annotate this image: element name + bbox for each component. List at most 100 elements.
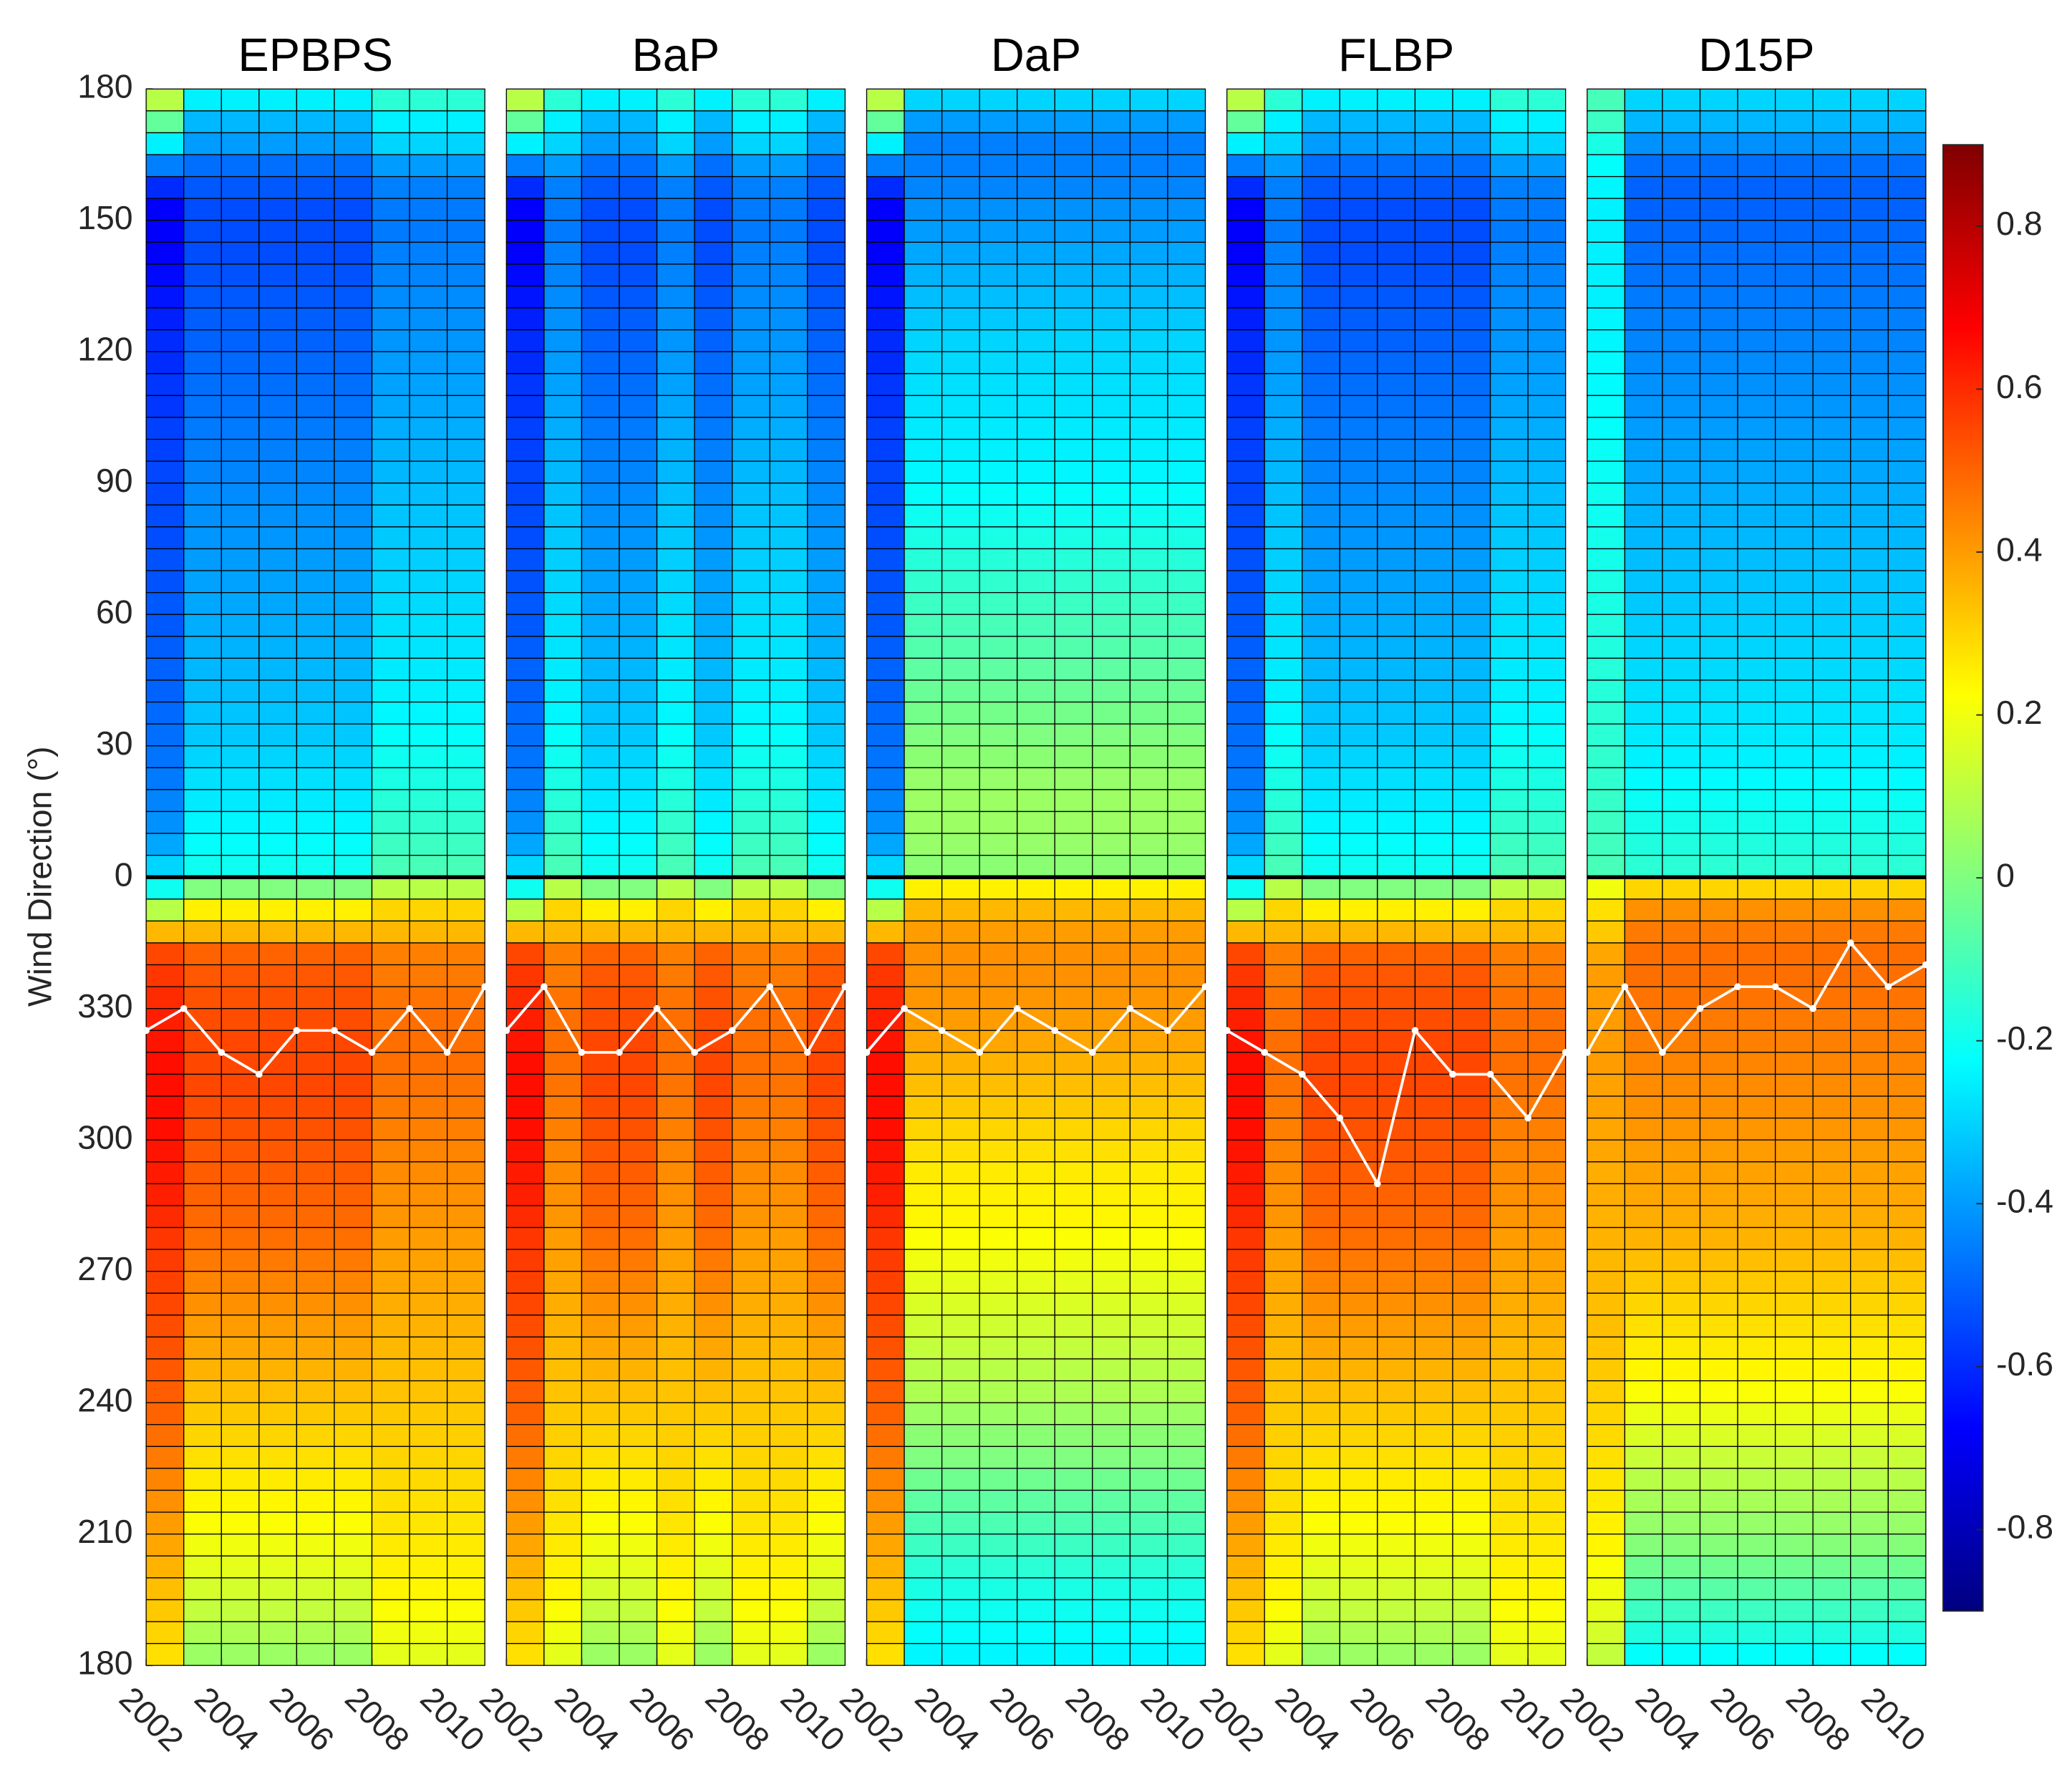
heat-cell bbox=[1624, 1468, 1663, 1491]
heat-cell bbox=[1339, 504, 1378, 528]
heat-cell bbox=[1489, 1205, 1529, 1229]
heat-cell bbox=[732, 1468, 770, 1491]
heat-cell bbox=[694, 351, 733, 374]
heat-cell bbox=[1054, 394, 1093, 418]
heat-cell bbox=[221, 1271, 260, 1294]
heat-cell bbox=[1887, 810, 1927, 834]
heat-cell bbox=[866, 920, 905, 944]
heat-cell bbox=[1377, 876, 1416, 900]
heat-cell bbox=[619, 964, 658, 987]
heat-cell bbox=[183, 175, 222, 199]
direction-point bbox=[1562, 1049, 1569, 1056]
heat-cell bbox=[1129, 1336, 1168, 1360]
heat-cell bbox=[694, 548, 733, 571]
heat-cell bbox=[1489, 1468, 1529, 1491]
heat-cell bbox=[183, 241, 222, 265]
heat-cell bbox=[1264, 1073, 1303, 1097]
heat-cell bbox=[1699, 307, 1738, 331]
heat-cell bbox=[619, 592, 658, 615]
heat-cell bbox=[769, 1271, 808, 1294]
heat-cell bbox=[183, 964, 222, 987]
heat-cell bbox=[296, 132, 335, 155]
heat-cell bbox=[941, 789, 980, 813]
heat-cell bbox=[1452, 220, 1491, 243]
heat-cell bbox=[505, 1117, 545, 1141]
heat-cell bbox=[1527, 329, 1567, 352]
heat-cell bbox=[1887, 657, 1927, 681]
heat-cell bbox=[1850, 964, 1889, 987]
heat-cell bbox=[1489, 1534, 1529, 1556]
heat-cell bbox=[334, 351, 373, 374]
heat-cell bbox=[1850, 942, 1889, 966]
heat-cell bbox=[979, 1271, 1018, 1294]
heat-cell bbox=[1812, 614, 1851, 637]
heat-cell bbox=[446, 920, 485, 944]
heat-cell bbox=[941, 1489, 980, 1513]
heat-cell bbox=[1054, 1073, 1093, 1097]
heat-cell bbox=[183, 1205, 222, 1229]
heat-cell bbox=[1452, 548, 1491, 571]
heat-cell bbox=[769, 1599, 808, 1622]
heat-cell bbox=[1737, 942, 1776, 966]
heat-cell bbox=[866, 1249, 905, 1272]
heat-cell bbox=[656, 1030, 695, 1053]
heat-cell bbox=[1699, 767, 1738, 790]
heat-cell bbox=[1129, 1205, 1168, 1229]
heat-cell bbox=[656, 1073, 695, 1097]
heat-cell bbox=[446, 1511, 485, 1535]
heat-cell bbox=[1302, 986, 1340, 1009]
heat-cell bbox=[1377, 329, 1416, 352]
heat-cell bbox=[1489, 679, 1529, 703]
heat-cell bbox=[1129, 438, 1168, 462]
heat-cell bbox=[769, 110, 808, 134]
heat-cell bbox=[1167, 723, 1206, 747]
heat-cell bbox=[807, 1336, 846, 1360]
heat-cell bbox=[1850, 636, 1889, 659]
heat-cell bbox=[1887, 220, 1927, 243]
heat-cell bbox=[1812, 1095, 1851, 1119]
heat-cell bbox=[1377, 657, 1416, 681]
heat-cell bbox=[1167, 483, 1206, 505]
heat-cell bbox=[334, 767, 373, 790]
heat-cell bbox=[1129, 1555, 1168, 1579]
heat-cell bbox=[807, 1555, 846, 1579]
heat-cell bbox=[183, 876, 222, 900]
direction-point bbox=[1298, 1070, 1306, 1078]
heat-cell bbox=[221, 1358, 260, 1382]
heat-cell bbox=[1129, 679, 1168, 703]
heat-cell bbox=[543, 833, 583, 856]
heat-cell bbox=[505, 1292, 545, 1316]
heat-cell bbox=[1092, 1511, 1131, 1535]
heat-cell bbox=[1452, 833, 1491, 856]
heat-cell bbox=[694, 154, 733, 178]
heat-cell bbox=[334, 285, 373, 309]
heat-cell bbox=[1624, 1577, 1663, 1601]
heat-cell bbox=[807, 614, 846, 637]
heat-cell bbox=[296, 1402, 335, 1425]
heat-cell bbox=[1850, 1205, 1889, 1229]
heat-cell bbox=[1264, 1095, 1303, 1119]
heat-cell bbox=[1264, 1424, 1303, 1448]
heat-cell bbox=[1737, 1249, 1776, 1272]
heat-cell bbox=[1812, 1402, 1851, 1425]
heat-cell bbox=[979, 1336, 1018, 1360]
heat-cell bbox=[1887, 789, 1927, 813]
heat-cell bbox=[183, 88, 222, 112]
heat-cell bbox=[1092, 1073, 1131, 1097]
heat-cell bbox=[1452, 329, 1491, 352]
heat-cell bbox=[769, 592, 808, 615]
heat-cell bbox=[1054, 132, 1093, 155]
heat-cell bbox=[581, 1271, 620, 1294]
heat-cell bbox=[1167, 1358, 1206, 1382]
heat-cell bbox=[1774, 1249, 1814, 1272]
heat-cell bbox=[1662, 154, 1701, 178]
heat-cell bbox=[1302, 833, 1340, 856]
direction-point bbox=[1734, 983, 1741, 990]
y-tick-label: 270 bbox=[77, 1250, 132, 1287]
heat-cell bbox=[1377, 1205, 1416, 1229]
heat-cell bbox=[619, 767, 658, 790]
direction-point bbox=[1846, 939, 1854, 946]
heat-cell bbox=[446, 241, 485, 265]
heat-cell bbox=[866, 329, 905, 352]
heat-cell bbox=[769, 570, 808, 594]
